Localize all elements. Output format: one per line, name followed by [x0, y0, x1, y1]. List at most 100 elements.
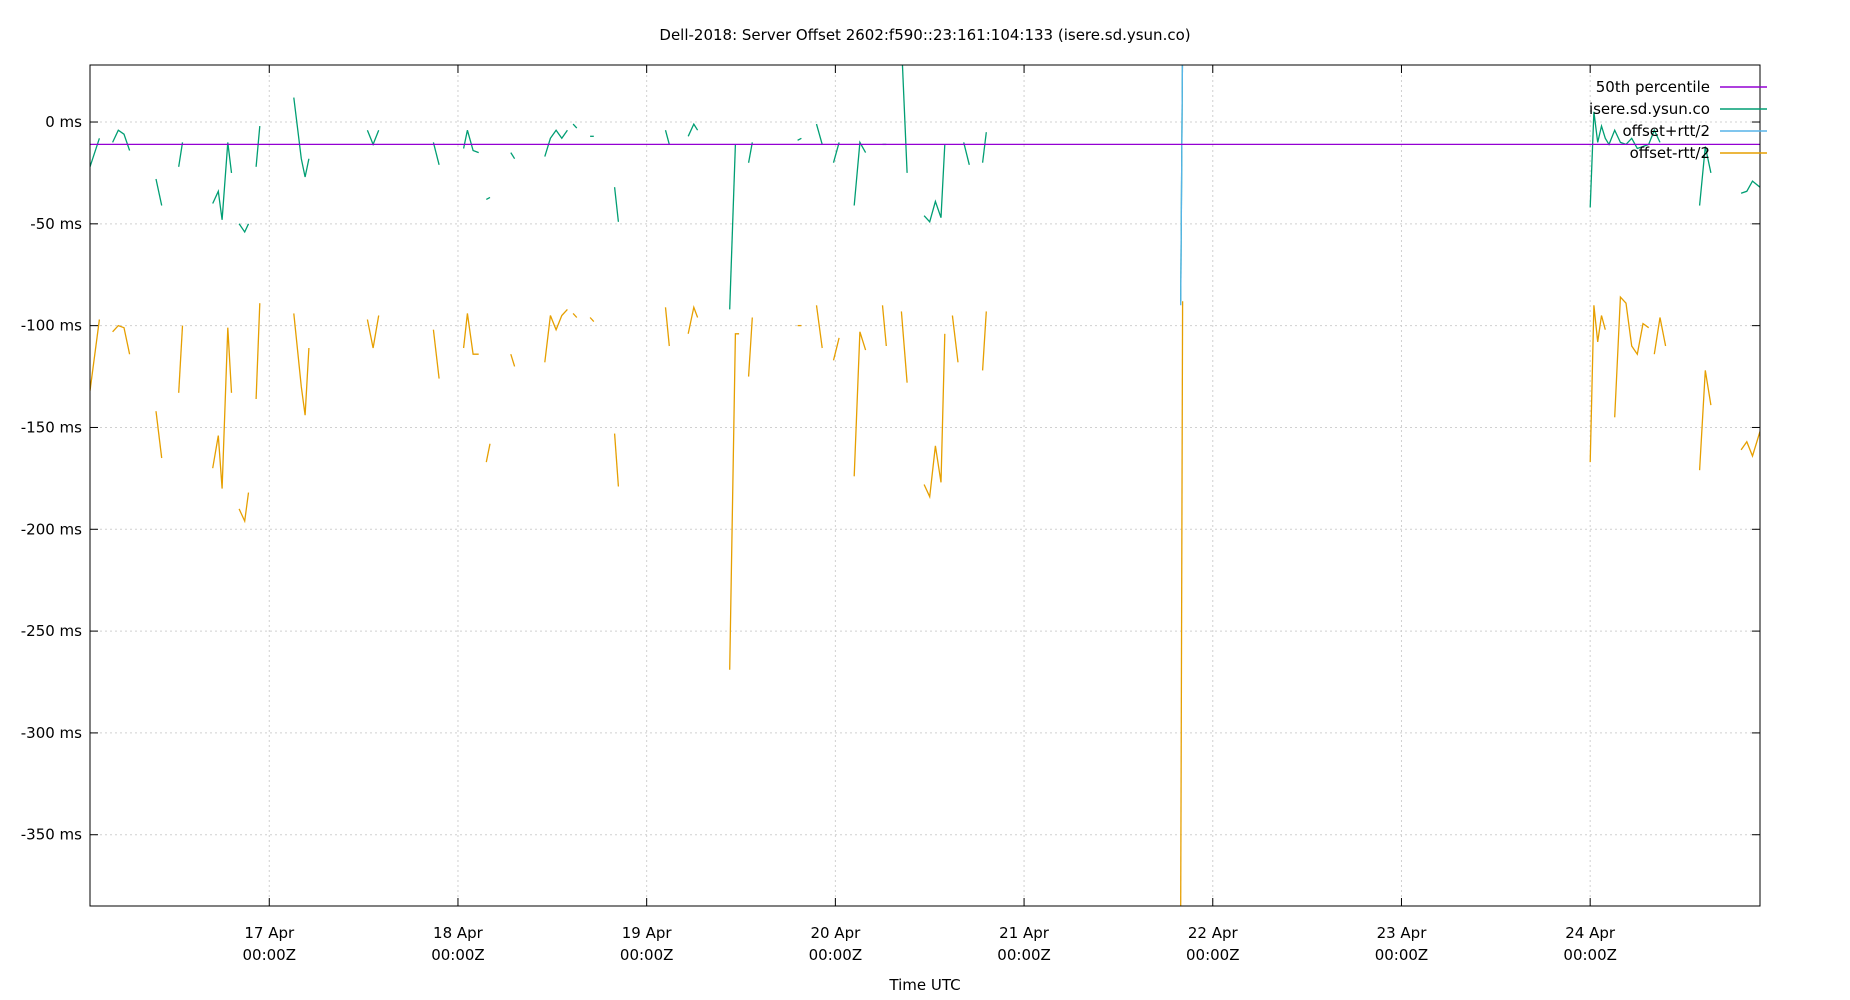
series-segment [981, 311, 987, 371]
series-segment [366, 315, 380, 349]
series-segment [238, 223, 250, 234]
series-segment [664, 130, 670, 145]
series-segment [1180, 65, 1184, 306]
series-segment [832, 142, 840, 163]
legend: 50th percentile isere.sd.ysun.co offset+rt… [1589, 78, 1767, 162]
series-segment [510, 354, 516, 367]
series-segment [613, 433, 620, 487]
series-segment [462, 130, 479, 154]
series-segment [255, 303, 261, 400]
y-tick-label: -100 ms [21, 317, 82, 335]
series-segment [664, 307, 670, 347]
series-segment [589, 317, 595, 323]
series-segment [572, 123, 578, 129]
x-tick-label-time: 00:00Z [431, 946, 485, 964]
series-offset-rtt-2 [1180, 65, 1184, 306]
y-tick-label: -150 ms [21, 418, 82, 436]
x-tick-label-time: 00:00Z [1375, 946, 1429, 964]
series-segment [900, 311, 908, 383]
x-tick-label-time: 00:00Z [243, 946, 297, 964]
x-tick-label-time: 00:00Z [997, 946, 1051, 964]
y-tick-label: -200 ms [21, 520, 82, 538]
series-segment [544, 308, 568, 363]
series-segment [544, 129, 568, 157]
x-axis-label: Time UTC [888, 976, 960, 994]
x-tick-label-date: 19 Apr [622, 924, 673, 942]
legend-label: offset-rtt/2 [1630, 144, 1710, 162]
series-layer [90, 65, 1760, 906]
x-tick-label-date: 17 Apr [244, 924, 295, 942]
series-segment [815, 305, 823, 349]
series-segment [853, 331, 867, 477]
series-segment [729, 333, 740, 670]
series-segment [155, 178, 163, 206]
series-segment [178, 142, 184, 167]
series-segment [901, 65, 908, 173]
series-segment [1614, 295, 1650, 418]
series-segment [747, 142, 753, 163]
series-segment [687, 304, 699, 334]
plot-area [90, 65, 1760, 906]
series-segment [178, 325, 184, 393]
series-segment [832, 337, 840, 361]
series-segment [112, 324, 131, 355]
series-segment [951, 315, 959, 363]
series-segment [255, 126, 261, 167]
series-segment [1740, 180, 1760, 194]
series-segment [462, 313, 479, 355]
y-tick-label: -300 ms [21, 724, 82, 742]
y-tick-label: 0 ms [45, 113, 82, 131]
series-offset-rtt-2 [90, 295, 1760, 906]
x-tick-label-date: 18 Apr [433, 924, 484, 942]
series-segment [797, 137, 802, 141]
series-segment [572, 312, 578, 318]
series-segment [485, 443, 491, 463]
series-segment [853, 140, 867, 206]
series-segment [613, 187, 620, 222]
series-segment [366, 129, 380, 147]
y-axis: 0 ms -50 ms -100 ms -150 ms -200 ms -250 ms -3… [21, 113, 1760, 844]
plot-frame [89, 64, 1761, 907]
series-segment [432, 329, 440, 379]
series-segment [1589, 305, 1606, 463]
x-tick-label-time: 00:00Z [1563, 946, 1617, 964]
x-tick-label-date: 21 Apr [999, 924, 1050, 942]
series-segment [1180, 301, 1184, 906]
series-segment [212, 142, 233, 220]
series-segment [1698, 146, 1712, 206]
series-segment [432, 142, 440, 165]
series-segment [293, 313, 310, 416]
series-segment [510, 152, 516, 160]
legend-label: offset+rtt/2 [1622, 122, 1710, 140]
legend-label: 50th percentile [1596, 78, 1710, 96]
series-segment [112, 129, 131, 151]
series-segment [1589, 111, 1661, 208]
series-segment [1653, 317, 1667, 355]
series-segment [747, 317, 753, 377]
series-segment [729, 144, 737, 310]
series-segment [238, 492, 250, 524]
y-tick-label: -50 ms [30, 215, 82, 233]
series-segment [923, 333, 946, 500]
series-segment [90, 138, 101, 168]
x-axis: 17 Apr 00:00Z 18 Apr 00:00Z 19 Apr 00:00Z 20 A… [243, 65, 1617, 964]
series-segment [485, 196, 491, 200]
series-segment [1698, 370, 1712, 471]
series-segment [963, 142, 970, 165]
series-segment [923, 144, 946, 224]
x-tick-label-date: 20 Apr [810, 924, 861, 942]
x-tick-label-time: 00:00Z [809, 946, 863, 964]
x-tick-label-time: 00:00Z [620, 946, 674, 964]
x-tick-label-date: 22 Apr [1188, 924, 1239, 942]
series-segment [293, 97, 310, 178]
series-segment [815, 123, 823, 145]
x-tick-label-date: 23 Apr [1377, 924, 1428, 942]
x-tick-label-date: 24 Apr [1565, 924, 1616, 942]
series-segment [981, 132, 987, 163]
series-isere-sd-ysun-co [90, 65, 1760, 310]
series-segment [90, 319, 101, 391]
x-tick-label-time: 00:00Z [1186, 946, 1240, 964]
chart-title: Dell-2018: Server Offset 2602:f590::23:1… [659, 26, 1190, 44]
legend-label: isere.sd.ysun.co [1589, 100, 1710, 118]
